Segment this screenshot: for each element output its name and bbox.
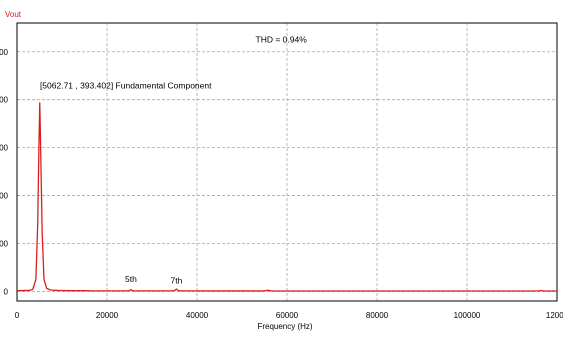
x-tick-label: 80000 [366,311,389,320]
harmonic-5th-label: 5th [125,274,137,284]
fundamental-annotation: [5062.71 , 393.402] Fundamental Componen… [40,81,212,91]
y-tick-label: 500 [0,48,9,57]
x-tick-label: 20000 [96,311,119,320]
x-axis-label: Frequency (Hz) [257,322,312,331]
y-tick-label: 100 [0,239,9,248]
x-tick-label: 0 [15,311,20,320]
tick-labels: 0200004000060000800001000001200001002003… [0,48,563,320]
y-tick-label: 200 [0,192,9,201]
annotations: THD = 0.94% [5062.71 , 393.402] Fundament… [40,35,307,286]
harmonic-7th-label: 7th [171,276,183,286]
x-tick-label: 40000 [186,311,209,320]
grid-layer [17,23,557,301]
x-tick-label: 100000 [454,311,481,320]
spectrum-series-line [16,102,557,292]
y-tick-label: 400 [0,96,9,105]
y-axis-label: Vout [5,10,22,19]
series-layer [16,102,557,292]
y-tick-label: 0 [4,287,9,296]
y-tick-label: 300 [0,144,9,153]
x-tick-label: 60000 [276,311,299,320]
thd-annotation: THD = 0.94% [256,35,308,45]
plot-area-frame [16,22,558,302]
